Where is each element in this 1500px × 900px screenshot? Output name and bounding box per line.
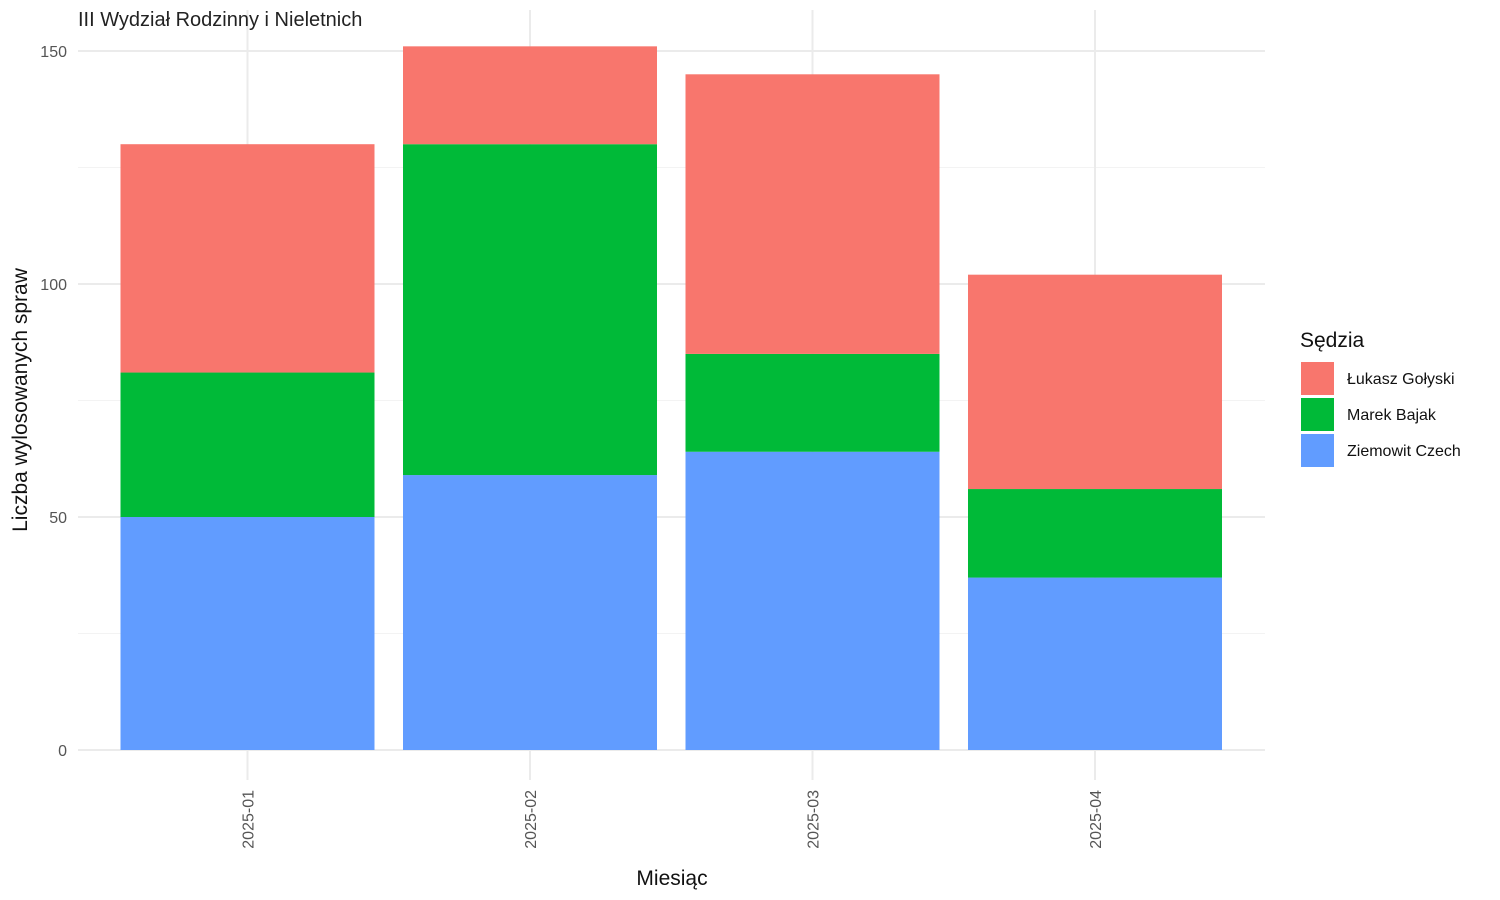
bar-segment-2025-01-marek-bajak (120, 372, 375, 517)
bar-segment-2025-04-łukasz-gołyski (968, 274, 1222, 490)
bars (120, 46, 1222, 750)
y-tick-label: 0 (58, 743, 67, 760)
y-axis-title: Liczba wylosowanych spraw (9, 267, 32, 532)
bar-segment-2025-03-łukasz-gołyski (685, 74, 940, 354)
x-axis-title: Miesiąc (636, 867, 707, 890)
legend-label: Ziemowit Czech (1347, 443, 1461, 460)
chart-title: III Wydział Rodzinny i Nieletnich (78, 9, 362, 31)
bar-segment-2025-03-ziemowit-czech (685, 451, 940, 750)
y-tick-label: 100 (40, 277, 67, 294)
bar-segment-2025-04-ziemowit-czech (968, 577, 1222, 750)
y-tick-label: 150 (40, 44, 67, 61)
x-tick-label: 2025-04 (1088, 790, 1105, 849)
x-tick-label: 2025-03 (806, 790, 823, 849)
legend-key (1301, 434, 1334, 467)
legend-key (1301, 362, 1334, 395)
y-tick-label: 50 (49, 510, 67, 527)
legend-label: Marek Bajak (1347, 407, 1437, 424)
bar-segment-2025-04-marek-bajak (968, 489, 1222, 578)
bar-segment-2025-02-ziemowit-czech (403, 475, 657, 750)
x-tick-label: 2025-01 (241, 790, 258, 849)
y-axis-ticks: 0 50 100 150 (40, 44, 67, 760)
legend-label: Łukasz Gołyski (1347, 371, 1455, 388)
bar-segment-2025-01-łukasz-gołyski (120, 144, 375, 373)
x-axis-ticks: 2025-01 2025-02 2025-03 2025-04 (241, 790, 1106, 849)
bar-segment-2025-02-łukasz-gołyski (403, 46, 657, 145)
legend-key (1301, 398, 1334, 431)
x-tick-label: 2025-02 (523, 790, 540, 849)
bar-segment-2025-02-marek-bajak (403, 144, 657, 476)
bar-segment-2025-01-ziemowit-czech (120, 517, 375, 750)
bar-segment-2025-03-marek-bajak (685, 353, 940, 452)
legend-title: Sędzia (1300, 329, 1365, 352)
legend: Sędzia Łukasz Gołyski Marek Bajak Ziemowit… (1300, 329, 1461, 467)
